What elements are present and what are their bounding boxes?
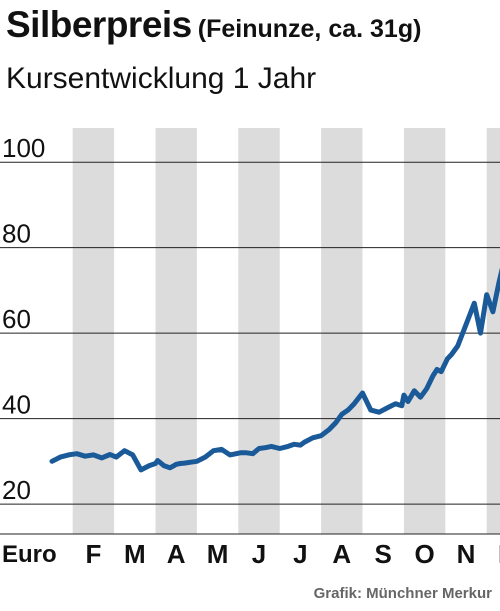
x-month-label: M <box>207 539 229 569</box>
x-month-label: F <box>85 539 101 569</box>
x-month-label: S <box>375 539 392 569</box>
x-month-label: A <box>332 539 351 569</box>
y-tick-label: 80 <box>2 219 31 249</box>
month-band <box>403 128 446 534</box>
month-band <box>238 128 280 534</box>
price-line <box>49 267 500 473</box>
series-group <box>49 267 500 473</box>
chart-title-note: (Feinunze, ca. 31g) <box>197 15 422 43</box>
month-band <box>155 128 197 534</box>
month-band <box>486 128 500 534</box>
chart-subtitle: Kursentwicklung 1 Jahr <box>6 62 317 95</box>
x-month-label: D <box>498 539 500 569</box>
x-month-labels: EuroFMAMJJASOND <box>2 539 500 569</box>
chart-title: Silberpreis <box>6 4 192 45</box>
y-tick-labels: 20 40 60 80 100 <box>2 133 45 505</box>
source-credit: Grafik: Münchner Merkur <box>313 585 492 602</box>
x-month-label: M <box>124 539 146 569</box>
x-month-label: J <box>293 539 307 569</box>
x-month-label: J <box>252 539 266 569</box>
y-gridlines <box>0 161 500 535</box>
chart-title-block: Silberpreis (Feinunze, ca. 31g) <box>6 4 421 46</box>
month-bands <box>72 128 500 534</box>
y-tick-label: 100 <box>2 133 45 163</box>
month-band <box>321 128 363 534</box>
x-month-label: N <box>457 539 476 569</box>
month-band <box>72 128 115 534</box>
y-tick-label: 40 <box>2 390 31 420</box>
x-month-label: A <box>167 539 186 569</box>
y-tick-label: 20 <box>2 475 31 505</box>
x-unit-label: Euro <box>2 541 57 568</box>
x-month-label: O <box>414 539 434 569</box>
y-tick-label: 60 <box>2 304 31 334</box>
